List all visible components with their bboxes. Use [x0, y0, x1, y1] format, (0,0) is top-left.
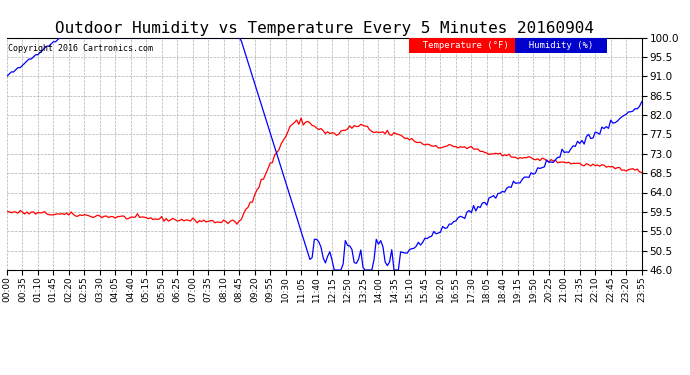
Title: Outdoor Humidity vs Temperature Every 5 Minutes 20160904: Outdoor Humidity vs Temperature Every 5 … — [55, 21, 594, 36]
Text: Humidity (%): Humidity (%) — [518, 41, 604, 50]
Text: Copyright 2016 Cartronics.com: Copyright 2016 Cartronics.com — [8, 45, 152, 54]
Text: Temperature (°F): Temperature (°F) — [412, 41, 520, 50]
